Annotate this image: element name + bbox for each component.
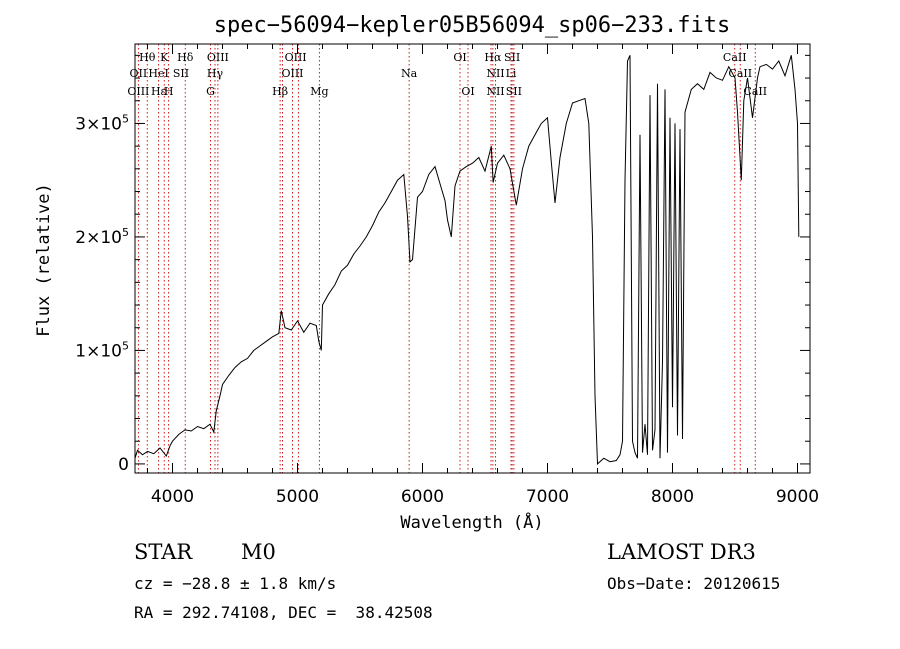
line-label-3: OIII xyxy=(207,51,229,64)
line-label-13: OIII xyxy=(281,67,303,80)
line-label-2: Hδ xyxy=(177,51,194,64)
line-label-16: Li xyxy=(506,67,517,80)
line-label-18: OIII xyxy=(127,85,149,98)
y-tick-label: 2×105 xyxy=(75,226,129,248)
observation-date: Obs−Date: 20120615 xyxy=(607,574,781,593)
line-label-25: NII xyxy=(486,85,504,98)
y-tick-label: 0 xyxy=(118,455,129,475)
object-class: STAR xyxy=(134,540,193,564)
line-label-9: OII xyxy=(130,67,148,80)
line-label-0: Hθ xyxy=(139,51,156,64)
survey-name: LAMOST DR3 xyxy=(607,540,756,564)
line-label-19: Hε xyxy=(151,85,167,98)
x-axis-label: Wavelength (Å) xyxy=(400,511,543,533)
x-tick-label: 5000 xyxy=(276,487,319,507)
line-label-23: Mg xyxy=(310,85,328,98)
line-label-8: CaII xyxy=(723,51,747,64)
chart-title: spec−56094−kepler05B56094_sp06−233.fits xyxy=(214,13,731,38)
x-tick-label: 7000 xyxy=(526,487,569,507)
y-tick-label: 3×105 xyxy=(75,112,129,134)
object-subclass: M0 xyxy=(241,540,276,564)
line-label-10: HeI xyxy=(148,67,168,80)
line-label-1: K xyxy=(160,51,169,64)
x-tick-label: 9000 xyxy=(776,487,819,507)
x-tick-label: 6000 xyxy=(401,487,444,507)
reference-lines xyxy=(137,44,756,473)
line-label-12: Hγ xyxy=(207,67,224,80)
line-label-4: OIII xyxy=(285,51,307,64)
y-tick-label: 1×105 xyxy=(75,339,129,361)
x-tick-label: 8000 xyxy=(651,487,694,507)
y-axis-ticks: 0 1×105 2×105 3×105 xyxy=(75,54,810,475)
x-tick-label: 4000 xyxy=(151,487,194,507)
line-label-7: SII xyxy=(504,51,520,64)
y-axis-label: Flux (relative) xyxy=(34,183,54,337)
line-label-15: NII xyxy=(486,67,504,80)
line-label-24: OI xyxy=(461,85,474,98)
line-label-11: SII xyxy=(173,67,189,80)
line-label-20: H xyxy=(164,85,174,98)
sky-coordinates: RA = 292.74108, DEC = 38.42508 xyxy=(134,603,433,622)
line-label-26: SII xyxy=(506,85,522,98)
line-label-22: Hβ xyxy=(272,85,288,98)
line-label-5: OI xyxy=(453,51,466,64)
plot-frame xyxy=(134,43,811,474)
line-label-6: Hα xyxy=(484,51,502,64)
spectrum-series-line xyxy=(134,55,800,465)
redshift-velocity: cz = −28.8 ± 1.8 km/s xyxy=(134,574,337,593)
x-axis-ticks: 4000 5000 6000 7000 8000 9000 xyxy=(147,44,819,507)
line-label-14: Na xyxy=(401,67,418,80)
line-label-21: G xyxy=(206,85,215,98)
